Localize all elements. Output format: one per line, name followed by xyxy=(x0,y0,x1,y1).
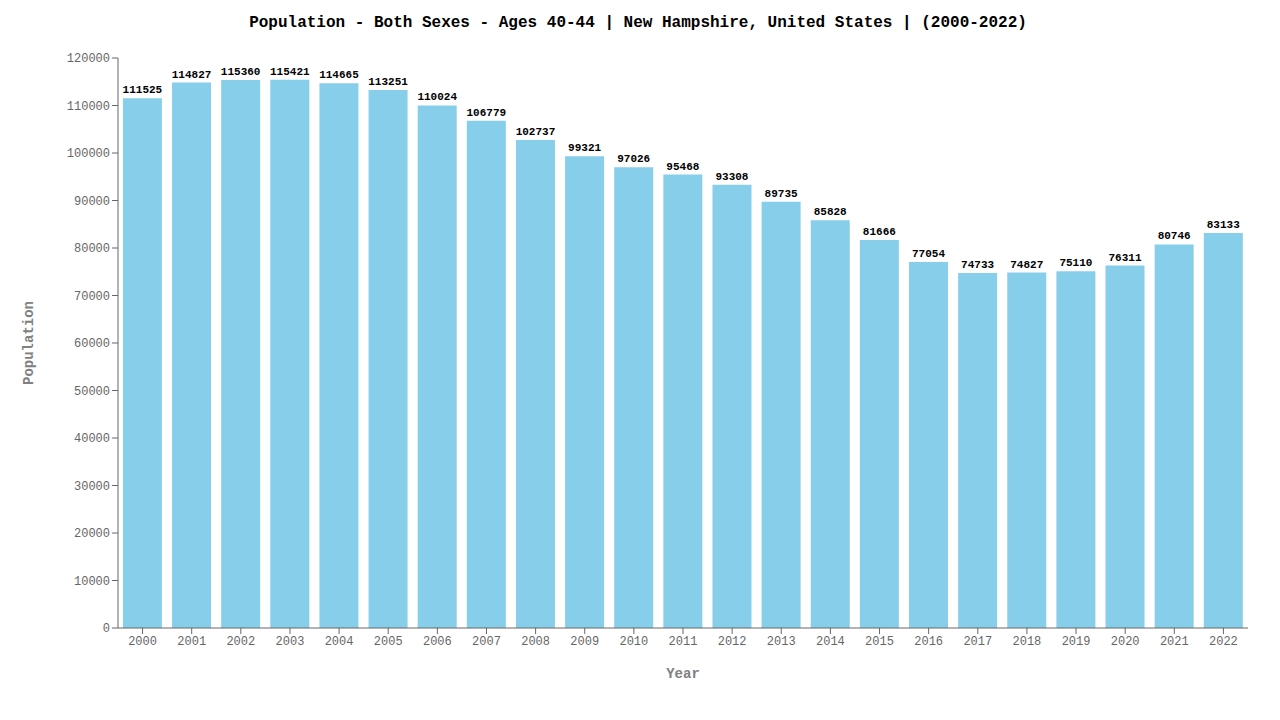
svg-text:2013: 2013 xyxy=(767,635,796,649)
svg-text:97026: 97026 xyxy=(617,153,650,165)
svg-text:2014: 2014 xyxy=(816,635,845,649)
svg-text:114665: 114665 xyxy=(319,69,359,81)
svg-text:2012: 2012 xyxy=(718,635,747,649)
svg-text:74733: 74733 xyxy=(961,259,994,271)
svg-text:2006: 2006 xyxy=(423,635,452,649)
svg-text:20000: 20000 xyxy=(74,527,110,541)
svg-text:2002: 2002 xyxy=(226,635,255,649)
svg-text:2001: 2001 xyxy=(177,635,206,649)
html-text:Population - Both Sexes - Ages: Population - Both Sexes - Ages 40-44 | N… xyxy=(249,14,1027,32)
svg-text:2019: 2019 xyxy=(1062,635,1091,649)
svg-text:2005: 2005 xyxy=(374,635,403,649)
svg-text:2003: 2003 xyxy=(276,635,305,649)
svg-text:77054: 77054 xyxy=(912,248,945,260)
svg-text:Year: Year xyxy=(666,666,700,682)
svg-text:75110: 75110 xyxy=(1059,257,1092,269)
svg-text:2008: 2008 xyxy=(521,635,550,649)
svg-text:113251: 113251 xyxy=(368,76,408,88)
svg-text:110024: 110024 xyxy=(417,91,457,103)
svg-text:115360: 115360 xyxy=(221,66,261,78)
svg-text:81666: 81666 xyxy=(863,226,896,238)
svg-text:40000: 40000 xyxy=(74,432,110,446)
svg-text:50000: 50000 xyxy=(74,385,110,399)
svg-text:74827: 74827 xyxy=(1010,259,1043,271)
svg-text:83133: 83133 xyxy=(1207,219,1240,231)
svg-text:2010: 2010 xyxy=(619,635,648,649)
svg-text:120000: 120000 xyxy=(67,52,110,66)
svg-text:89735: 89735 xyxy=(765,188,798,200)
svg-text:95468: 95468 xyxy=(666,161,699,173)
svg-text:76311: 76311 xyxy=(1109,252,1142,264)
svg-text:85828: 85828 xyxy=(814,206,847,218)
svg-text:99321: 99321 xyxy=(568,142,601,154)
svg-text:2021: 2021 xyxy=(1160,635,1189,649)
svg-text:2000: 2000 xyxy=(128,635,157,649)
svg-text:30000: 30000 xyxy=(74,480,110,494)
svg-text:106779: 106779 xyxy=(467,107,507,119)
svg-text:100000: 100000 xyxy=(67,147,110,161)
svg-text:0: 0 xyxy=(103,622,110,636)
svg-text:90000: 90000 xyxy=(74,195,110,209)
svg-text:2022: 2022 xyxy=(1209,635,1238,649)
svg-text:2011: 2011 xyxy=(669,635,698,649)
svg-text:102737: 102737 xyxy=(516,126,556,138)
svg-text:70000: 70000 xyxy=(74,290,110,304)
svg-text:2016: 2016 xyxy=(914,635,943,649)
svg-text:80000: 80000 xyxy=(74,242,110,256)
svg-text:114827: 114827 xyxy=(172,69,212,81)
svg-text:2017: 2017 xyxy=(963,635,992,649)
svg-text:2007: 2007 xyxy=(472,635,501,649)
svg-text:60000: 60000 xyxy=(74,337,110,351)
svg-text:2015: 2015 xyxy=(865,635,894,649)
svg-text:2009: 2009 xyxy=(570,635,599,649)
svg-text:111525: 111525 xyxy=(123,84,163,96)
svg-text:2020: 2020 xyxy=(1111,635,1140,649)
svg-text:110000: 110000 xyxy=(67,100,110,114)
svg-text:80746: 80746 xyxy=(1158,230,1191,242)
svg-text:2018: 2018 xyxy=(1013,635,1042,649)
svg-text:93308: 93308 xyxy=(715,171,748,183)
svg-text:115421: 115421 xyxy=(270,66,310,78)
svg-text:Population: Population xyxy=(21,301,37,385)
svg-text:2004: 2004 xyxy=(325,635,354,649)
svg-text:10000: 10000 xyxy=(74,575,110,589)
